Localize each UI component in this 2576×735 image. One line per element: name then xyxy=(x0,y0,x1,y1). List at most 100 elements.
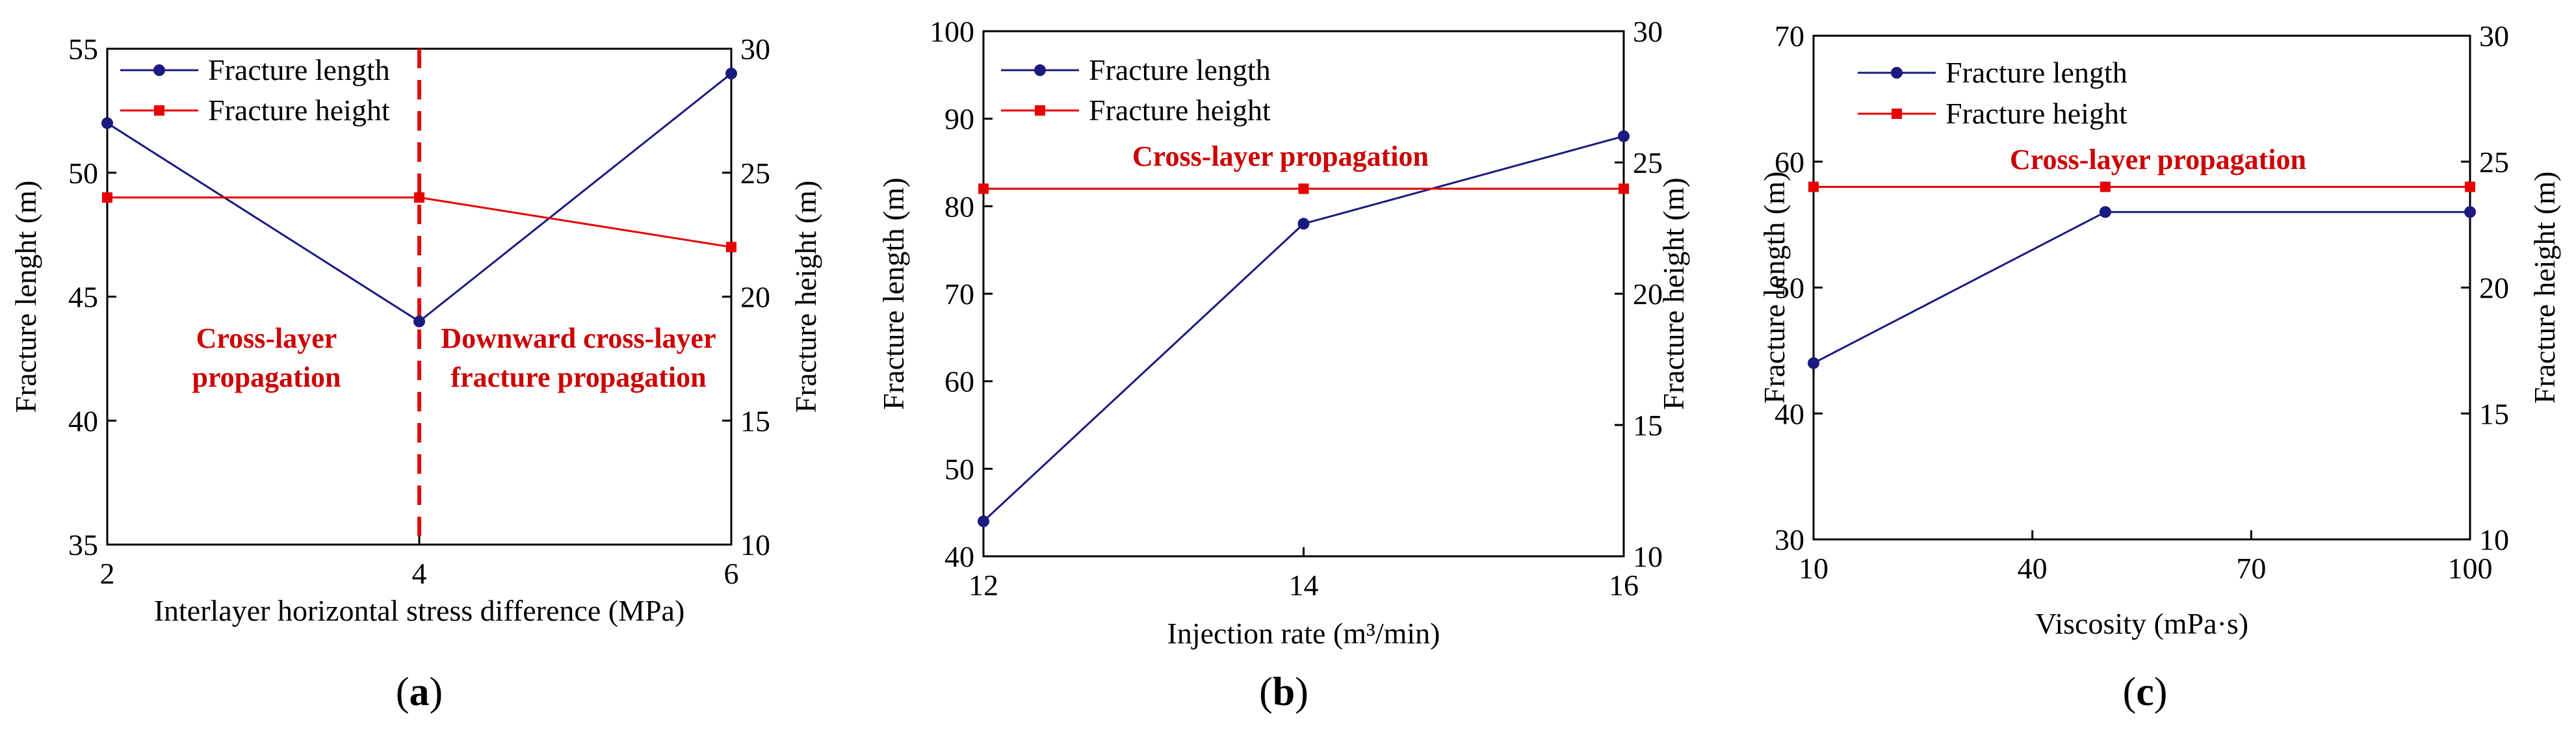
panel-label-part: ( xyxy=(1259,670,1273,714)
data-point-fracture-height xyxy=(102,192,112,203)
y-tick-label: 90 xyxy=(944,103,974,136)
y-tick-label: 60 xyxy=(944,365,974,398)
legend: Fracture length Fracture height xyxy=(1001,53,1271,127)
data-point-fracture-height xyxy=(1808,181,1819,192)
y-axis-label: Fracture length (m) xyxy=(877,177,910,410)
panel-label-part: ) xyxy=(430,670,443,714)
data-point-fracture-length xyxy=(101,117,113,129)
y-tick-label: 70 xyxy=(1775,19,1804,53)
legend-label: Fracture height xyxy=(208,94,390,127)
y2-tick-label: 10 xyxy=(740,528,770,561)
data-point-fracture-length xyxy=(413,315,425,328)
y-tick-label: 55 xyxy=(68,32,98,66)
y-axis-label: Fracture length (m) xyxy=(1758,172,1791,404)
legend-label: Fracture height xyxy=(1089,94,1271,127)
data-point-fracture-height xyxy=(414,192,424,203)
y-tick-label: 100 xyxy=(930,15,974,48)
data-point-fracture-length xyxy=(1618,130,1630,142)
legend-marker-circle xyxy=(1034,64,1046,76)
panel-label: (a) xyxy=(396,670,443,714)
y-tick-label: 30 xyxy=(1775,523,1804,556)
x-tick-label: 70 xyxy=(2236,552,2266,585)
y2-axis-label: Fracture height (m) xyxy=(2528,172,2561,404)
y2-tick-label: 30 xyxy=(740,32,770,66)
annotation-text: Cross-layer xyxy=(196,322,337,354)
y2-tick-label: 10 xyxy=(1633,540,1663,573)
legend-marker-circle xyxy=(153,64,165,76)
legend-label: Fracture height xyxy=(1945,97,2127,130)
y2-tick-label: 20 xyxy=(1633,277,1663,311)
legend-marker-square xyxy=(154,105,164,116)
y-tick-label: 70 xyxy=(944,277,974,311)
legend-marker-square xyxy=(1892,109,1902,119)
data-point-fracture-height xyxy=(1298,183,1309,194)
chart-panel-a: 35 40 45 50 55 10 15 20 25 30 2 4 6 Interlayer horizo… xyxy=(9,32,822,714)
y2-tick-label: 15 xyxy=(740,404,770,437)
x-tick-label: 12 xyxy=(969,569,998,602)
y-tick-label: 40 xyxy=(68,404,98,437)
y2-tick-label: 20 xyxy=(2479,272,2509,305)
data-point-fracture-height xyxy=(2465,181,2475,192)
y-axis-label: Fracture lenght (m) xyxy=(9,181,42,413)
panel-label-part: c xyxy=(2136,670,2154,714)
x-tick-label: 40 xyxy=(2018,552,2048,585)
legend-marker-circle xyxy=(1891,67,1903,79)
annotation-text: Cross-layer propagation xyxy=(2010,144,2306,175)
x-tick-label: 100 xyxy=(2448,552,2493,585)
y2-tick-label: 15 xyxy=(1633,409,1663,442)
y-tick-label: 40 xyxy=(1775,397,1804,430)
annotation-text: propagation xyxy=(192,361,341,393)
y2-axis-label: Fracture height (m) xyxy=(789,181,822,413)
y2-tick-label: 10 xyxy=(2479,523,2509,556)
panel-label-part: b xyxy=(1273,670,1295,714)
legend: Fracture length Fracture height xyxy=(1858,56,2127,130)
y-tick-label: 40 xyxy=(944,540,974,573)
y2-tick-label: 15 xyxy=(2479,397,2509,430)
y2-tick-label: 25 xyxy=(740,157,770,190)
x-axis-label: Interlayer horizontal stress difference … xyxy=(154,594,685,627)
y2-tick-label: 25 xyxy=(2479,146,2509,179)
panel-label-part: ) xyxy=(2154,670,2168,714)
y2-tick-label: 30 xyxy=(1633,15,1663,48)
x-tick-label: 10 xyxy=(1799,552,1828,585)
data-point-fracture-length xyxy=(1808,357,1819,369)
annotation-text: Cross-layer propagation xyxy=(1132,140,1429,172)
data-point-fracture-length xyxy=(725,68,737,80)
panel-label-part: ( xyxy=(2123,670,2137,714)
x-tick-label: 4 xyxy=(412,557,427,590)
data-point-fracture-height xyxy=(726,242,736,253)
y-tick-label: 45 xyxy=(68,281,98,314)
legend: Fracture length Fracture height xyxy=(120,53,390,127)
y2-tick-label: 25 xyxy=(1633,146,1663,179)
panel-label: (c) xyxy=(2123,670,2168,714)
chart-panel-b: 40 50 60 70 80 90 100 10 15 20 25 30 12 14 16 Injection… xyxy=(877,15,1690,714)
data-point-fracture-height xyxy=(1619,183,1629,194)
legend-label: Fracture length xyxy=(1945,56,2127,89)
data-point-fracture-length xyxy=(2464,206,2476,218)
x-axis-label: Viscosity (mPa·s) xyxy=(2035,607,2248,640)
y2-tick-label: 20 xyxy=(740,281,770,314)
data-point-fracture-length xyxy=(2099,206,2111,218)
panel-label-part: a xyxy=(410,670,430,714)
panel-label: (b) xyxy=(1259,670,1308,714)
x-axis-label: Injection rate (m³/min) xyxy=(1167,617,1440,650)
data-point-fracture-height xyxy=(2100,181,2111,192)
y-tick-label: 50 xyxy=(68,157,98,190)
x-tick-label: 2 xyxy=(100,557,115,590)
y2-axis-label: Fracture height (m) xyxy=(1657,177,1690,410)
panel-label-part: ( xyxy=(396,670,410,714)
legend-marker-square xyxy=(1035,105,1045,116)
y-tick-label: 35 xyxy=(68,528,98,561)
x-tick-label: 16 xyxy=(1609,569,1639,602)
y-tick-label: 50 xyxy=(944,452,974,485)
x-tick-label: 14 xyxy=(1289,569,1319,602)
data-point-fracture-length xyxy=(1297,218,1310,230)
data-point-fracture-height xyxy=(978,183,989,194)
annotation-text: fracture propagation xyxy=(450,361,706,393)
y2-tick-label: 30 xyxy=(2479,19,2509,53)
y-tick-label: 60 xyxy=(1775,146,1804,179)
y-tick-label: 80 xyxy=(944,190,974,223)
legend-label: Fracture length xyxy=(208,53,390,86)
